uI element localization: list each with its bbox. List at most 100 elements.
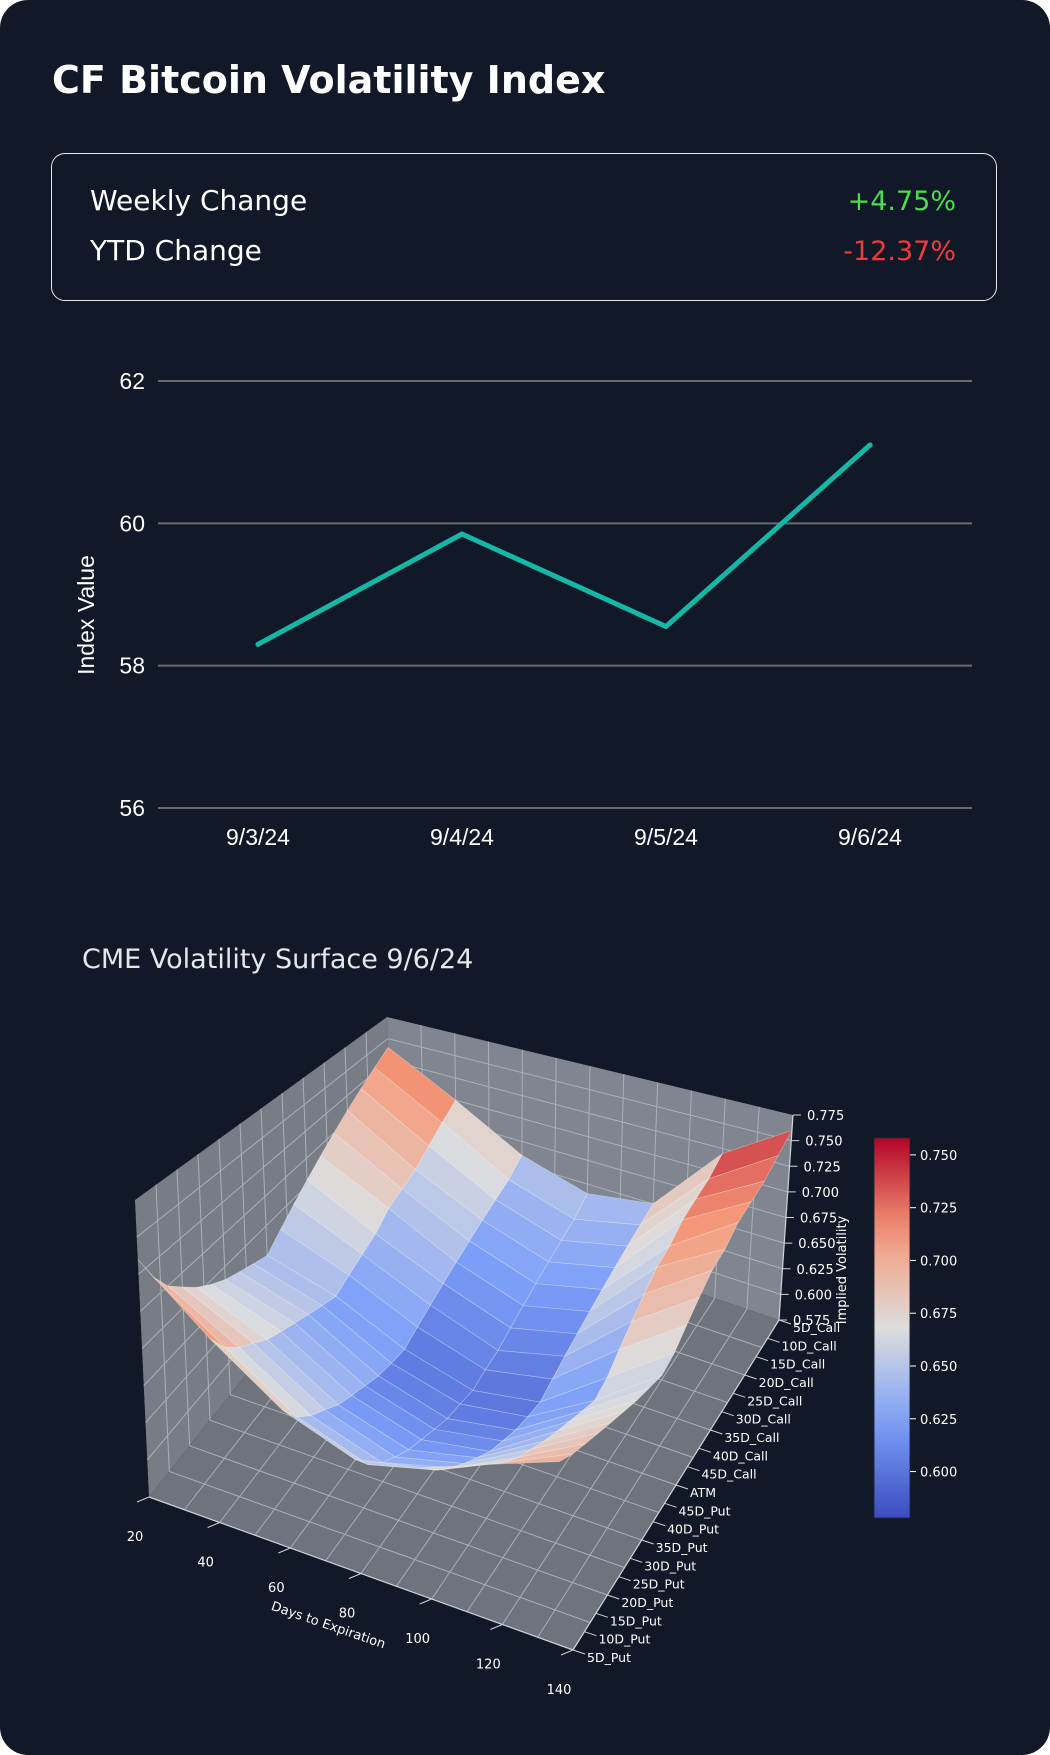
colorbar-tick-label: 0.650	[920, 1360, 957, 1375]
colorbar-tick-label: 0.725	[920, 1202, 957, 1217]
index-line-chart: 56 58 60 62 9/3/24 9/4/24 9/5/24 9/6/24 Index Va…	[73, 368, 972, 850]
y-tick-label: 5D_Call	[793, 1320, 840, 1335]
y-tick-label: 20D_Put	[621, 1595, 673, 1610]
pane-gridline	[387, 1038, 792, 1142]
y-tick-label: 60	[119, 510, 145, 536]
y-tick-mark	[687, 1466, 700, 1472]
y-tick-mark	[744, 1374, 757, 1380]
y-tick-mark	[652, 1521, 666, 1527]
colorbar-tick-label: 0.750	[920, 1149, 957, 1164]
index-data-point	[459, 531, 465, 537]
y-tick-label: 62	[119, 368, 145, 394]
x-tick-label: 9/6/24	[838, 824, 902, 850]
z-tick-label: 0.625	[797, 1263, 834, 1278]
x-tick-label: 60	[268, 1581, 285, 1596]
colorbar-tick-label: 0.700	[920, 1254, 957, 1269]
pane-gridline	[388, 1059, 790, 1167]
y-tick-mark	[572, 1649, 586, 1655]
y-tick-label: 5D_Put	[587, 1650, 631, 1665]
y-tick-mark	[733, 1392, 746, 1398]
colorbar	[873, 1137, 911, 1519]
y-tick-mark	[641, 1539, 654, 1545]
z-tick-label: 0.650	[798, 1237, 835, 1252]
z-tick-label: 0.575	[793, 1314, 830, 1329]
surface-chart-title: CME Volatility Surface 9/6/24	[82, 944, 474, 975]
y-tick-label: 10D_Call	[782, 1338, 837, 1353]
y-tick-mark	[584, 1631, 597, 1637]
x-tick-mark	[490, 1624, 503, 1630]
pane-gridline	[136, 1038, 389, 1238]
weekly-change-value: +4.75%	[847, 186, 956, 217]
x-tick-label: 9/3/24	[226, 824, 290, 850]
index-series-line	[255, 442, 873, 647]
x-tick-label: 100	[405, 1632, 430, 1647]
x-tick-label: 120	[476, 1658, 501, 1673]
y-tick-label: 10D_Put	[598, 1632, 650, 1647]
volatility-surface-chart: 20 40 60 80 100 120 140 Days to Expiration 5D_Ca…	[127, 1017, 957, 1698]
floor-gridline	[537, 1308, 748, 1638]
y-tick-label: 35D_Call	[724, 1430, 779, 1445]
y-tick-label: 25D_Put	[633, 1577, 685, 1592]
weekly-change-row: Weekly Change +4.75%	[90, 184, 956, 224]
x-tick-label: 40	[197, 1556, 214, 1571]
y-tick-mark	[595, 1612, 609, 1618]
y-tick-label: 30D_Call	[736, 1412, 791, 1427]
index-data-point	[663, 624, 669, 630]
y-tick-mark	[778, 1319, 792, 1325]
z-tick-label: 0.675	[800, 1212, 837, 1227]
floor-gridline	[501, 1298, 716, 1625]
y-tick-mark	[630, 1557, 643, 1563]
x-tick-mark	[207, 1522, 220, 1528]
x-tick-label: 140	[547, 1683, 572, 1698]
pane-gridline	[138, 1059, 389, 1275]
weekly-change-label: Weekly Change	[90, 184, 308, 217]
y-tick-label: 35D_Put	[656, 1540, 708, 1555]
y-tick-mark	[721, 1411, 734, 1417]
y-tick-label: 45D_Call	[701, 1467, 756, 1482]
colorbar-tick-label: 0.625	[920, 1413, 957, 1428]
y-tick-label: ATM	[690, 1485, 716, 1500]
y-tick-label: 30D_Put	[644, 1558, 696, 1573]
y-tick-mark	[607, 1594, 620, 1600]
y-tick-label: 58	[119, 653, 145, 679]
x-tick-mark	[419, 1598, 432, 1605]
stats-panel: Weekly Change +4.75% YTD Change -12.37%	[51, 153, 997, 301]
ytd-change-label: YTD Change	[90, 234, 262, 267]
z-tick-label: 0.750	[805, 1135, 842, 1150]
y-tick-label: 15D_Call	[770, 1357, 825, 1372]
y-tick-mark	[618, 1576, 631, 1582]
left-back-pane	[135, 1017, 393, 1497]
z-axis-label: Implied Volatility	[835, 1215, 850, 1324]
y-tick-label: 40D_Call	[713, 1448, 768, 1463]
y-tick-label: 15D_Put	[610, 1613, 662, 1628]
y-tick-label: 20D_Call	[759, 1375, 814, 1390]
ytd-change-value: -12.37%	[843, 236, 956, 267]
x-tick-label: 9/5/24	[634, 824, 698, 850]
y-tick-mark	[767, 1337, 780, 1343]
page-title: CF Bitcoin Volatility Index	[52, 58, 606, 102]
z-tick-label: 0.700	[802, 1186, 839, 1201]
index-data-point	[867, 442, 873, 448]
y-tick-mark	[675, 1484, 689, 1490]
z-tick-label: 0.775	[807, 1109, 844, 1124]
colorbar-tick-label: 0.675	[920, 1307, 957, 1322]
x-tick-label: 20	[127, 1530, 144, 1545]
y-tick-mark	[755, 1356, 769, 1362]
x-tick-mark	[348, 1573, 362, 1579]
colorbar-tick-label: 0.600	[920, 1466, 957, 1481]
y-axis-label: Index Value	[73, 555, 99, 675]
x-tick-label: 80	[339, 1607, 356, 1622]
z-tick-label: 0.600	[795, 1288, 832, 1303]
y-tick-mark	[698, 1447, 712, 1453]
z-tick-label: 0.725	[804, 1160, 841, 1175]
x-tick-mark	[136, 1496, 150, 1503]
y-tick-mark	[710, 1429, 723, 1435]
y-tick-label: 56	[119, 795, 145, 821]
index-data-point	[255, 641, 261, 647]
y-tick-label: 25D_Call	[747, 1393, 802, 1408]
surface-patch	[491, 1453, 573, 1465]
x-axis-label: Days to Expiration	[269, 1599, 387, 1652]
x-tick-label: 9/4/24	[430, 824, 494, 850]
y-tick-label: 40D_Put	[667, 1522, 719, 1537]
y-tick-label: 45D_Put	[679, 1503, 731, 1518]
